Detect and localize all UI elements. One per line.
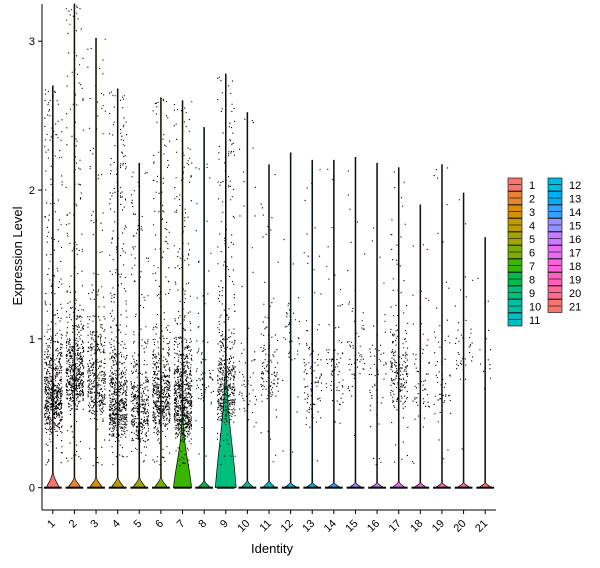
x-tick-label-17: 17: [387, 518, 404, 535]
y-tick-label-1: 1: [29, 334, 35, 346]
x-tick-label-8: 8: [196, 518, 209, 531]
points-9: [216, 76, 236, 466]
x-tick-label-5: 5: [132, 518, 145, 531]
legend-label-3: 3: [529, 207, 535, 219]
legend-label-19: 19: [569, 275, 581, 287]
violin-19: [434, 164, 450, 489]
points-1: [44, 89, 63, 466]
points-2: [65, 5, 85, 462]
zero-points-5: [130, 486, 149, 489]
zero-points-4: [108, 486, 127, 489]
legend-label-1: 1: [529, 180, 535, 192]
legend-label-20: 20: [569, 288, 581, 300]
legend-label-17: 17: [569, 248, 581, 260]
violin-14: [326, 159, 342, 489]
violin-21: [477, 237, 493, 489]
zero-points-15: [346, 486, 365, 489]
x-tick-label-19: 19: [430, 518, 447, 535]
zero-points-20: [454, 486, 473, 489]
legend-label-9: 9: [529, 288, 535, 300]
legend-label-2: 2: [529, 194, 535, 206]
x-tick-label-13: 13: [300, 518, 317, 535]
violin-11: [261, 164, 277, 489]
y-tick-label-2: 2: [29, 185, 35, 197]
zero-points-21: [476, 486, 495, 489]
x-tick-label-16: 16: [365, 518, 382, 535]
legend-label-16: 16: [569, 234, 581, 246]
violin-17: [391, 167, 407, 489]
legend-label-14: 14: [569, 207, 581, 219]
x-tick-label-1: 1: [45, 518, 58, 531]
x-tick-label-15: 15: [343, 518, 360, 535]
points-21: [477, 277, 492, 390]
zero-points-1: [43, 486, 62, 489]
x-tick-label-20: 20: [452, 518, 469, 535]
x-tick-label-10: 10: [235, 518, 252, 535]
x-tick-label-18: 18: [408, 518, 425, 535]
x-tick-label-14: 14: [322, 518, 339, 535]
zero-points-10: [238, 486, 257, 489]
zero-points-13: [303, 486, 322, 489]
points-5: [130, 171, 150, 463]
zero-points-16: [368, 486, 386, 489]
violin-8: [196, 127, 212, 489]
violin-18: [412, 204, 428, 489]
zero-points-18: [411, 486, 430, 489]
points-7: [173, 101, 193, 467]
legend-label-11: 11: [529, 315, 540, 327]
legend-label-15: 15: [569, 221, 581, 233]
y-tick-label-3: 3: [29, 36, 35, 48]
violin-13: [304, 159, 320, 489]
legend-label-21: 21: [569, 302, 581, 314]
x-tick-label-6: 6: [153, 518, 166, 531]
legend-label-6: 6: [529, 248, 535, 260]
y-tick-label-0: 0: [29, 483, 35, 495]
x-axis-label: Identity: [251, 541, 293, 556]
zero-points-12: [281, 486, 300, 489]
x-tick-label-21: 21: [473, 518, 490, 535]
violin-15: [348, 156, 363, 489]
x-tick-label-3: 3: [88, 518, 101, 531]
violin-20: [456, 192, 471, 489]
violin-16: [369, 162, 385, 489]
violin-3: [88, 37, 104, 489]
violin-1: [45, 85, 60, 489]
zero-points-9: [216, 486, 235, 489]
x-tick-label-7: 7: [175, 518, 188, 531]
zero-points-7: [173, 486, 192, 489]
zero-points-17: [389, 486, 408, 489]
zero-points-2: [65, 486, 84, 489]
x-tick-label-12: 12: [279, 518, 296, 535]
zero-points-3: [87, 486, 105, 489]
y-axis-label: Expression Level: [10, 206, 25, 305]
violin-9: [215, 73, 237, 489]
legend-label-8: 8: [529, 275, 535, 287]
violin-10: [240, 112, 255, 489]
x-tick-label-2: 2: [67, 518, 80, 531]
points-10: [238, 118, 258, 428]
points-6: [152, 98, 171, 466]
zero-points-14: [324, 486, 343, 489]
points-4: [108, 91, 128, 466]
legend-label-13: 13: [569, 194, 581, 206]
x-tick-label-9: 9: [218, 518, 231, 531]
legend-label-12: 12: [569, 180, 581, 192]
points-3: [87, 38, 106, 467]
legend-label-10: 10: [529, 302, 541, 314]
zero-points-11: [260, 486, 278, 489]
jitter-points-layer: [43, 5, 495, 489]
legend-label-18: 18: [569, 261, 581, 273]
zero-points-6: [152, 486, 170, 489]
violin-2: [67, 3, 82, 489]
x-tick-label-4: 4: [110, 518, 123, 531]
x-tick-label-11: 11: [258, 518, 275, 535]
legend-label-4: 4: [529, 221, 535, 233]
legend-label-7: 7: [529, 261, 535, 273]
zero-points-19: [433, 486, 451, 489]
zero-points-8: [195, 486, 214, 489]
legend-label-5: 5: [529, 234, 535, 246]
